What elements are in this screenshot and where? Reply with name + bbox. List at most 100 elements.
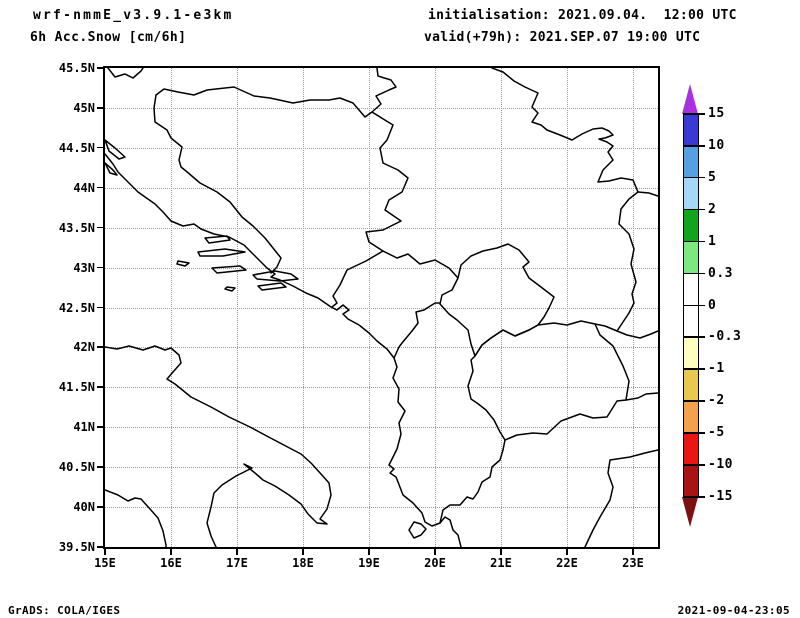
lon-label: 20E [413,556,457,570]
lat-label: 45.5N [53,61,95,75]
lat-tick [97,187,104,189]
colorbar-segment [683,401,699,433]
border-montenegro-albania [394,303,439,358]
colorbar-level-label: -5 [708,425,725,440]
border-bosnia-croatia-west [154,95,281,273]
lat-label: 44N [53,181,95,195]
lon-tick [500,548,502,555]
colorbar-level-label: 10 [708,138,725,153]
lon-label: 15E [83,556,127,570]
lon-tick [632,548,634,555]
coast-greece-thermaic [585,450,658,547]
lon-label: 21E [479,556,523,570]
lat-label: 43.5N [53,221,95,235]
lat-tick [97,227,104,229]
lon-tick [566,548,568,555]
lon-label: 16E [149,556,193,570]
lon-tick [302,548,304,555]
lat-label: 42N [53,340,95,354]
lat-tick [97,386,104,388]
colorbar-level-label: 2 [708,202,716,217]
colorbar-tick [683,432,705,434]
colorbar-segment [683,306,699,338]
colorbar-tick [683,464,705,466]
lat-tick [97,67,104,69]
field-name: 6h Acc.Snow [cm/6h] [30,30,186,45]
colorbar-level-label: 15 [708,106,725,121]
lat-label: 39.5N [53,540,95,554]
coast-croatia-albania [105,154,461,547]
colorbar-segment [683,178,699,210]
lon-tick [236,548,238,555]
lat-tick [97,267,104,269]
coast-italy-adriatic [105,346,331,547]
colorbar-segment [683,114,699,146]
coastline-borders-map [105,68,658,547]
colorbar-tick [683,305,705,307]
lon-label: 23E [611,556,655,570]
lat-label: 45N [53,101,95,115]
island-mljet [258,283,286,290]
grads-plot: wrf-nmmE_v3.9.1-e3km 6h Acc.Snow [cm/6h]… [0,0,800,618]
lat-label: 40.5N [53,460,95,474]
coast-italy-tyrrhenian [105,490,166,547]
colorbar-segment [683,465,699,497]
border-slovenia-croatia [108,68,143,78]
lat-label: 44.5N [53,141,95,155]
lat-tick [97,346,104,348]
lat-label: 41N [53,420,95,434]
border-albania-greece [440,440,505,523]
border-montenegro-serbia [383,251,458,278]
colorbar-tick [683,400,705,402]
colorbar-tick [683,368,705,370]
lat-tick [97,147,104,149]
init-time: initialisation: 2021.09.04. 12:00 UTC [428,8,737,23]
lon-label: 22E [545,556,589,570]
creation-timestamp: 2021-09-04-23:05 [678,604,790,617]
border-serbia-romania-bulgaria [492,68,638,331]
colorbar-level-label: -2 [708,393,725,408]
lon-tick [434,548,436,555]
colorbar-arrow-top [682,84,698,114]
colorbar-level-label: -10 [708,457,733,472]
border-bosnia-serbia-montenegro [332,112,408,307]
island-lastovo [225,287,235,291]
colorbar-arrow-bottom [682,497,698,527]
lat-tick [97,107,104,109]
colorbar-segment [683,274,699,306]
lat-tick [97,426,104,428]
lon-tick [104,548,106,555]
border-danube-exit-east [638,192,658,196]
lat-label: 41.5N [53,380,95,394]
border-greece-bulgaria [626,393,658,400]
colorbar-tick [683,209,705,211]
colorbar-segment [683,242,699,274]
lon-tick [170,548,172,555]
lat-label: 40N [53,500,95,514]
peninsula-peljesac [253,271,298,281]
colorbar-level-label: 0 [708,298,716,313]
colorbar-level-label: -1 [708,361,725,376]
border-croatia-bosnia-north [156,87,372,117]
lon-tick [368,548,370,555]
colorbar-tick [683,336,705,338]
model-name: wrf-nmmE_v3.9.1-e3km [33,8,234,23]
colorbar-segment [683,369,699,401]
island-pag-south [105,163,117,175]
colorbar-segment [683,146,699,178]
colorbar-tick [683,113,705,115]
border-north-macedonia [468,321,629,440]
island-korcula [212,266,246,273]
lat-label: 43N [53,261,95,275]
colorbar-level-label: 0.3 [708,266,733,281]
colorbar-level-label: -15 [708,489,733,504]
lat-tick [97,546,104,548]
colorbar-segment [683,337,699,369]
colorbar-level-label: 1 [708,234,716,249]
lat-tick [97,466,104,468]
colorbar-tick [683,241,705,243]
lat-tick [97,307,104,309]
grads-credit: GrADS: COLA/IGES [8,604,120,617]
lon-label: 17E [215,556,259,570]
colorbar-tick [683,273,705,275]
